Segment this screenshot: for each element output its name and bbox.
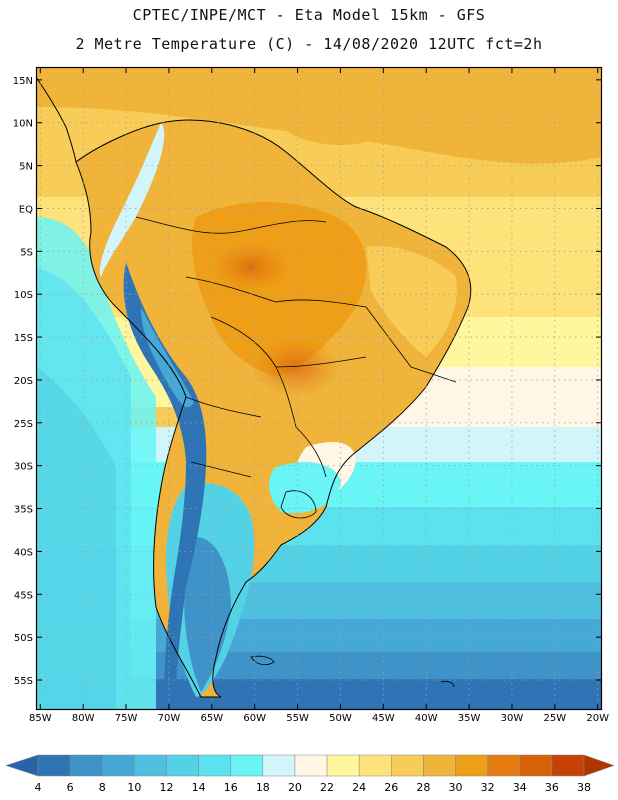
colorbar-cell [230, 754, 264, 777]
lon-label: 40W [415, 713, 438, 724]
colorbar-cell [551, 754, 585, 777]
lat-label: 30S [14, 462, 33, 473]
colorbar-label: 16 [224, 781, 238, 794]
lon-label: 55W [286, 713, 309, 724]
lat-label: 20S [14, 376, 33, 387]
lat-label: 50S [14, 633, 33, 644]
coastline [36, 76, 472, 698]
colorbar: 4 6 8 10 12 14 16 18 20 22 24 26 28 30 32 34 36 38 [5, 754, 615, 794]
lon-label: 80W [72, 713, 95, 724]
lat-label: 35S [14, 505, 33, 516]
colorbar-label: 6 [67, 781, 74, 794]
colorbar-label: 24 [352, 781, 366, 794]
lon-label: 45W [372, 713, 395, 724]
tick-marks [36, 67, 602, 710]
lon-label: 25W [544, 713, 567, 724]
lon-label: 85W [29, 713, 52, 724]
lon-label: 75W [115, 713, 138, 724]
colorbar-label: 28 [416, 781, 430, 794]
colorbar-label: 34 [513, 781, 527, 794]
colorbar-cell [423, 754, 456, 777]
colorbar-label: 10 [127, 781, 141, 794]
colorbar-label: 20 [288, 781, 302, 794]
lon-label: 60W [243, 713, 266, 724]
colorbar-label: 36 [545, 781, 559, 794]
colorbar-label: 4 [35, 781, 42, 794]
colorbar-cell [391, 754, 424, 777]
colorbar-cell [358, 754, 392, 777]
longitude-labels: 85W 80W 75W 70W 65W 60W 55W 50W 45W 40W 35W 30W 25W 2… [29, 713, 609, 724]
lat-label: 25S [14, 419, 33, 430]
colorbar-cell [101, 754, 135, 777]
colorbar-cell [519, 754, 553, 777]
lat-label: 45S [14, 590, 33, 601]
lon-label: 35W [458, 713, 481, 724]
colorbar-label: 32 [481, 781, 495, 794]
colorbar-cell [455, 754, 488, 777]
colorbar-cell [198, 754, 231, 777]
colorbar-cell [294, 754, 328, 777]
title-line-2: 2 Metre Temperature (C) - 14/08/2020 12U… [75, 35, 543, 53]
lat-label: 15S [14, 333, 33, 344]
colorbar-cell [262, 754, 296, 777]
colorbar-label: 12 [159, 781, 173, 794]
colorbar-labels: 4 6 8 10 12 14 16 18 20 22 24 26 28 30 32 34 36 38 [35, 781, 592, 794]
colorbar-label: 30 [449, 781, 463, 794]
colorbar-label: 18 [256, 781, 270, 794]
lat-label: 40S [14, 547, 33, 558]
temperature-field [36, 67, 602, 710]
colorbar-cell [166, 754, 199, 777]
temperature-map: 15N 10N 5N EQ 5S 10S 15S 20S 25S 30S 35S 40S 45S 50S 5… [13, 66, 609, 724]
map-frame-border [35, 66, 603, 711]
lon-label: 20W [586, 713, 609, 724]
latitude-labels: 15N 10N 5N EQ 5S 10S 15S 20S 25S 30S 35S 40S 45S 50S 5… [13, 76, 33, 687]
colorbar-cell [37, 754, 71, 777]
lat-label: 10S [14, 290, 33, 301]
colorbar-arrow-right [583, 754, 615, 777]
colorbar-cell [487, 754, 521, 777]
lat-label: 10N [13, 119, 33, 130]
lon-label: 70W [158, 713, 181, 724]
graticule [36, 67, 602, 710]
lon-label: 65W [200, 713, 223, 724]
colorbar-label: 22 [320, 781, 334, 794]
colorbar-label: 14 [192, 781, 206, 794]
title-line-1: CPTEC/INPE/MCT - Eta Model 15km - GFS [132, 6, 486, 24]
colorbar-cell [326, 754, 360, 777]
colorbar-cells [5, 754, 615, 777]
lat-label: 15N [13, 76, 33, 87]
lat-label: 5N [19, 162, 33, 173]
colorbar-label: 26 [384, 781, 398, 794]
colorbar-arrow-left [5, 754, 39, 777]
lon-label: 50W [329, 713, 352, 724]
country-borders [135, 216, 457, 478]
lat-label: 5S [20, 247, 33, 258]
colorbar-label: 8 [99, 781, 106, 794]
lat-label: 55S [14, 676, 33, 687]
colorbar-cell [134, 754, 167, 777]
colorbar-cell [69, 754, 103, 777]
lat-label: EQ [19, 204, 33, 215]
colorbar-label: 38 [577, 781, 591, 794]
lon-label: 30W [501, 713, 524, 724]
map-panel: 15N 10N 5N EQ 5S 10S 15S 20S 25S 30S 35S 40S 45S 50S 5… [13, 66, 609, 726]
